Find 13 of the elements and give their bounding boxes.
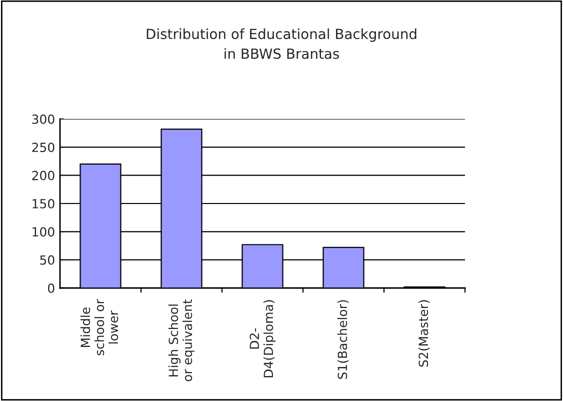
y-tick-label: 0 [48,283,54,293]
y-tick-label: 50 [40,255,54,265]
chart-title: Distribution of Educational Background in BBWS Brantas [146,28,416,59]
x-tick-label: S2(Master) [418,300,430,367]
y-tick-label: 250 [32,142,54,152]
y-tick-label: 200 [32,170,54,180]
x-tick-label: Middle school or lower [80,299,118,356]
x-tick-label: High School or equivalent [168,299,195,382]
y-tick-label: 150 [32,198,54,208]
y-tick-label: 100 [32,227,54,237]
x-tick-label: S1(Bachelor) [337,300,349,379]
x-tick-label: D2- D4(Diploma) [250,300,276,378]
y-tick-label: 300 [32,114,54,124]
